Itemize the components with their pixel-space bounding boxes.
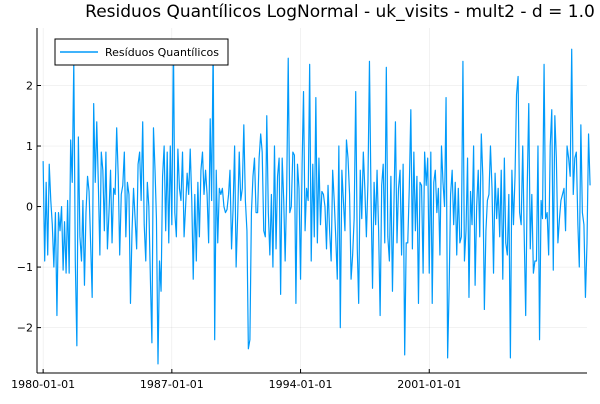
y-tick-label: 2 bbox=[26, 80, 33, 93]
y-tick-label: −2 bbox=[17, 322, 33, 335]
axis-layer: −2 −1 0 1 2 1980-01-01 1987-01-01 1994-01-01 200… bbox=[11, 28, 587, 391]
x-tick-label: 1980-01-01 bbox=[11, 378, 75, 391]
legend-label: Resíduos Quantílicos bbox=[105, 46, 219, 59]
series-layer bbox=[42, 39, 591, 365]
series-line-0 bbox=[42, 39, 591, 365]
y-tick-label: 1 bbox=[26, 140, 33, 153]
legend: Resíduos Quantílicos bbox=[54, 38, 229, 66]
y-tick-label: −1 bbox=[17, 261, 33, 274]
y-tick-label: 0 bbox=[26, 201, 33, 214]
x-tick-label: 1994-01-01 bbox=[269, 378, 333, 391]
x-tick-label: 1987-01-01 bbox=[140, 378, 204, 391]
x-tick-label: 2001-01-01 bbox=[397, 378, 461, 391]
chart-title: Residuos Quantílicos LogNormal - uk_visi… bbox=[85, 2, 595, 22]
